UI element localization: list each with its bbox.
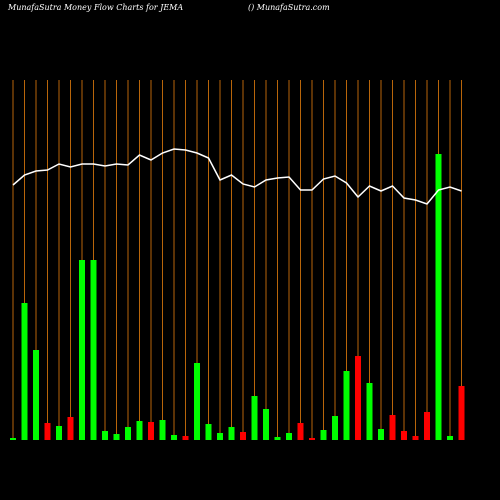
chart-subtitle: () MunafaSutra.com	[248, 3, 330, 12]
chart-title: MunafaSutra Money Flow Charts for JEMA	[7, 3, 183, 12]
bar	[412, 436, 419, 440]
bar	[343, 371, 350, 440]
bar	[10, 438, 16, 440]
bar	[102, 431, 108, 440]
bar	[286, 433, 292, 440]
bar	[33, 350, 39, 440]
bar	[182, 436, 189, 440]
bar	[297, 423, 304, 440]
bar	[159, 420, 166, 440]
bar	[67, 417, 74, 440]
bar	[320, 430, 327, 440]
bar	[263, 409, 269, 440]
bar	[366, 383, 373, 440]
bar	[458, 386, 465, 440]
bar	[228, 427, 235, 440]
bar	[90, 260, 97, 440]
bar	[447, 436, 453, 440]
bar	[136, 421, 143, 440]
bar	[401, 431, 407, 440]
bar	[79, 260, 85, 440]
bar	[389, 415, 396, 440]
bar	[148, 422, 154, 440]
bar	[332, 416, 338, 440]
bar	[171, 435, 177, 440]
bar	[251, 396, 258, 440]
bar	[56, 426, 62, 440]
bar	[113, 434, 120, 440]
bar	[125, 427, 131, 440]
bar	[424, 412, 430, 440]
bar	[309, 438, 315, 440]
bar	[194, 363, 200, 440]
bar	[274, 437, 281, 440]
bar	[355, 356, 361, 440]
bar	[217, 433, 223, 440]
bar	[240, 432, 246, 440]
bar	[435, 154, 442, 440]
bar	[378, 429, 384, 440]
money-flow-line	[12, 148, 462, 205]
bar	[44, 423, 51, 440]
bar	[205, 424, 212, 440]
bar	[21, 303, 28, 440]
